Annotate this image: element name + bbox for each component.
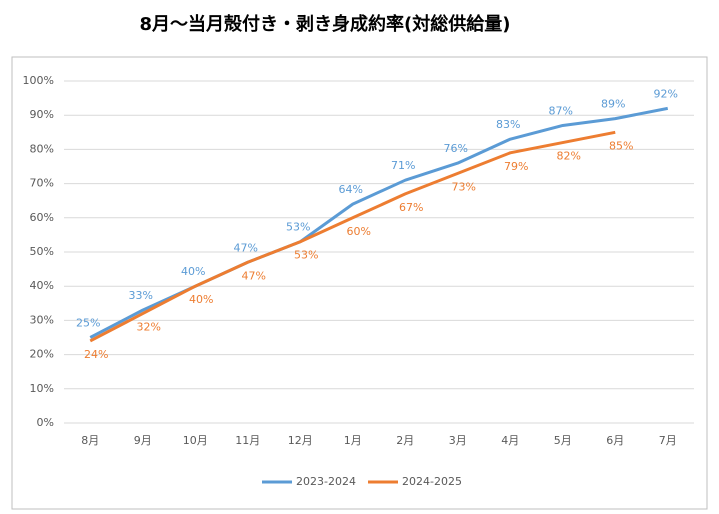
data-label: 64%: [339, 183, 363, 196]
y-tick-label: 30%: [30, 313, 54, 326]
data-label: 40%: [181, 265, 205, 278]
y-tick-label: 100%: [23, 74, 54, 87]
data-label: 53%: [294, 249, 318, 262]
chart-frame: [11, 56, 708, 510]
data-label: 60%: [347, 225, 371, 238]
x-tick-label: 5月: [554, 434, 572, 447]
data-label: 92%: [654, 87, 678, 100]
series-line: [89, 106, 669, 339]
legend-label: 2024-2025: [402, 475, 462, 488]
data-label: 40%: [189, 293, 213, 306]
data-label: 89%: [601, 98, 625, 111]
x-tick-label: 7月: [659, 434, 677, 447]
data-label: 67%: [399, 201, 423, 214]
y-tick-label: 80%: [30, 142, 54, 155]
data-label: 25%: [76, 317, 100, 330]
data-label: 47%: [234, 241, 258, 254]
data-label: 33%: [129, 289, 153, 302]
data-label: 82%: [557, 150, 581, 163]
y-tick-label: 0%: [37, 416, 54, 429]
y-tick-label: 90%: [30, 108, 54, 121]
data-label: 71%: [391, 159, 415, 172]
y-tick-label: 10%: [30, 382, 54, 395]
data-label: 53%: [286, 221, 310, 234]
data-label: 47%: [242, 269, 266, 282]
data-label: 73%: [452, 180, 476, 193]
x-tick-label: 4月: [501, 434, 519, 447]
x-tick-label: 6月: [606, 434, 624, 447]
x-tick-label: 1月: [344, 434, 362, 447]
y-tick-label: 50%: [30, 245, 54, 258]
data-label: 83%: [496, 118, 520, 131]
x-tick-label: 2月: [396, 434, 414, 447]
y-tick-label: 40%: [30, 279, 54, 292]
x-tick-label: 8月: [81, 434, 99, 447]
data-label: 24%: [84, 348, 108, 361]
legend-label: 2023-2024: [296, 475, 356, 488]
y-tick-label: 60%: [30, 211, 54, 224]
x-tick-label: 11月: [235, 434, 260, 447]
y-tick-label: 70%: [30, 177, 54, 190]
x-tick-label: 9月: [134, 434, 152, 447]
series-line: [89, 130, 616, 343]
x-tick-label: 12月: [288, 434, 313, 447]
data-label: 32%: [137, 321, 161, 334]
data-label: 79%: [504, 160, 528, 173]
x-tick-label: 10月: [183, 434, 208, 447]
y-tick-label: 20%: [30, 348, 54, 361]
data-label: 76%: [444, 142, 468, 155]
chart-title: 8月～当月殻付き・剥き身成約率(対総供給量): [140, 13, 511, 35]
data-label: 85%: [609, 139, 633, 152]
data-label: 87%: [549, 104, 573, 117]
x-tick-label: 3月: [449, 434, 467, 447]
